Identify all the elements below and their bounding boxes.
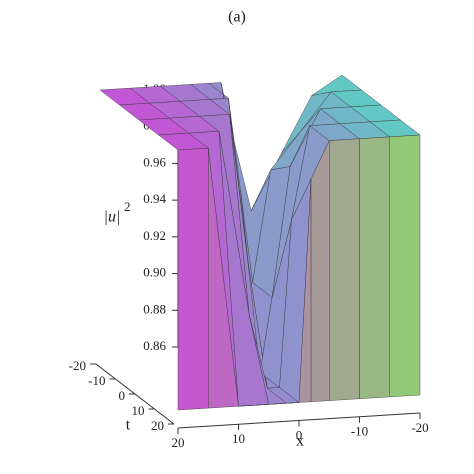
z-tick-label: 0.90 (143, 265, 166, 280)
chart-title: (a) (228, 9, 246, 26)
z-tick-label: 0.92 (143, 228, 166, 243)
x-tick-label: 20 (172, 435, 185, 450)
z-tick-label: 0.94 (143, 191, 166, 206)
t-tick-label: -10 (88, 373, 105, 388)
x-tick-label: 0 (296, 427, 303, 442)
t-axis-label: t (126, 417, 131, 434)
x-tick-label: -20 (411, 420, 428, 435)
t-tick-label: 20 (151, 418, 164, 433)
front-face (310, 140, 330, 402)
z-axis-label-power: 2 (124, 199, 131, 214)
front-face (208, 148, 239, 409)
z-axis-label: |u| (104, 209, 121, 226)
t-tick-label: -20 (69, 358, 86, 373)
front-face (389, 134, 421, 398)
z-tick-label: 0.88 (143, 301, 166, 316)
front-face (329, 138, 360, 401)
front-face (177, 147, 209, 411)
t-tick-label: 10 (132, 403, 145, 418)
z-tick-label: 0.96 (143, 154, 166, 169)
x-tick-label: 10 (232, 431, 245, 446)
z-tick-label: 0.86 (143, 338, 166, 353)
x-axis-label: x (296, 433, 304, 450)
x-tick-label: -10 (351, 424, 368, 439)
t-tick-label: 0 (119, 388, 126, 403)
front-face (359, 136, 390, 399)
